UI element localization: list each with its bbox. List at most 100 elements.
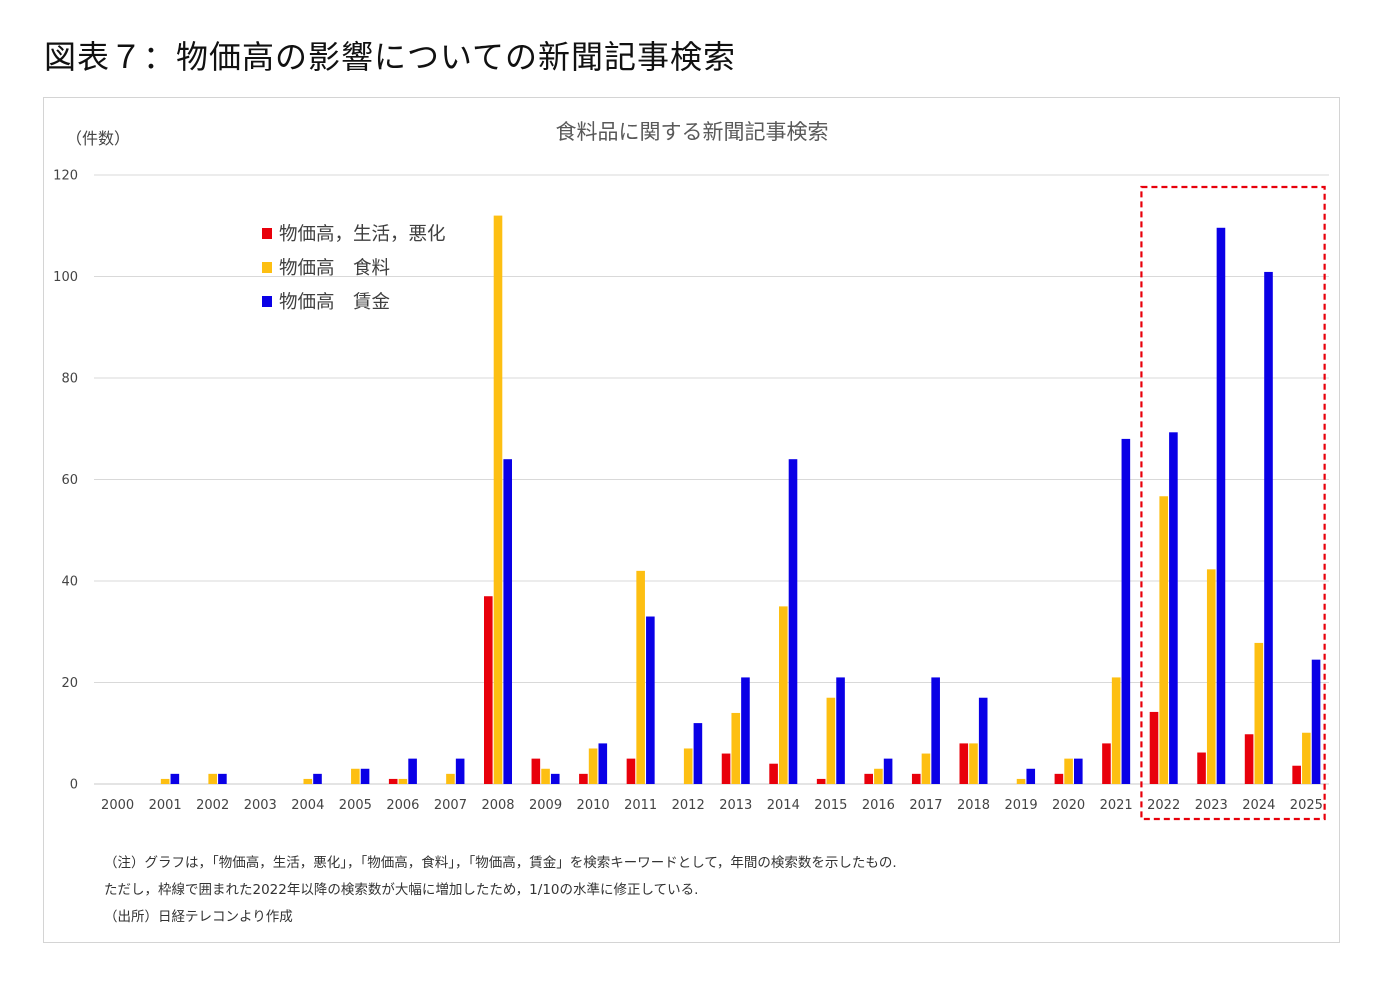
bar-yellow (351, 768, 360, 784)
x-tick-label: 2018 (957, 798, 990, 813)
bar-blue (455, 758, 465, 785)
bar-blue (550, 773, 560, 784)
x-tick-label: 2006 (386, 798, 419, 813)
bar-yellow (636, 570, 645, 784)
x-tick-label: 2016 (862, 798, 895, 813)
legend-swatch (262, 228, 272, 239)
bar-yellow (779, 606, 788, 785)
x-tick-label: 2002 (196, 798, 229, 813)
bar-red (579, 773, 588, 784)
bar-yellow (1016, 778, 1026, 784)
y-tick-label: 40 (61, 575, 78, 590)
bar-red (1149, 711, 1159, 784)
bar-yellow (493, 215, 503, 785)
x-tick-label: 2004 (291, 798, 324, 813)
legend-swatch (262, 296, 272, 307)
bar-yellow (874, 768, 883, 784)
bar-yellow (683, 748, 693, 784)
x-tick-label: 2000 (101, 798, 134, 813)
bar-yellow (446, 773, 455, 784)
bar-blue (931, 677, 940, 784)
bar-red (911, 773, 921, 784)
chart-title: 食料品に関する新聞記事検索 (556, 120, 829, 144)
bar-yellow (1159, 496, 1168, 784)
bar-blue (360, 768, 370, 784)
bar-blue (1216, 227, 1226, 784)
bar-yellow (826, 697, 836, 784)
y-tick-label: 80 (61, 372, 78, 387)
bar-red (721, 753, 731, 784)
bar-yellow (731, 712, 741, 784)
bar-red (1102, 743, 1111, 784)
y-tick-label: 100 (53, 270, 78, 285)
x-tick-label: 2025 (1290, 798, 1323, 813)
y-axis-label: （件数） (66, 129, 130, 148)
note-line: （注）グラフは，「物価高，生活，悪化」，「物価高，食料」，「物価高，賃金」を検索… (104, 855, 897, 871)
legend-label: 物価高 食料 (279, 258, 390, 279)
x-tick-label: 2003 (244, 798, 277, 813)
bar-yellow (921, 753, 931, 784)
bar-red (531, 758, 541, 785)
legend-label: 物価高，生活，悪化 (279, 224, 446, 245)
bar-blue (788, 459, 798, 784)
x-tick-label: 2005 (339, 798, 372, 813)
bar-blue (1311, 659, 1321, 784)
highlight-frame (1140, 185, 1326, 821)
legend-swatch (262, 262, 272, 273)
bar-blue (1264, 271, 1273, 784)
x-tick-label: 2024 (1242, 798, 1275, 813)
bar-blue (693, 723, 703, 784)
x-tick-label: 2009 (529, 798, 562, 813)
x-tick-label: 2021 (1100, 798, 1133, 813)
bar-blue (1026, 768, 1036, 784)
bar-yellow (969, 743, 978, 784)
x-tick-label: 2023 (1195, 798, 1228, 813)
bar-yellow (1111, 677, 1121, 784)
chart-container: 0 20 40 60 80 100 120 （件数） 食料品に関する新聞記事検索 2000 2001… (43, 97, 1340, 943)
y-tick-label: 20 (61, 676, 78, 691)
x-tick-label: 2022 (1147, 798, 1180, 813)
bar-yellow (303, 778, 313, 784)
bar-blue (646, 616, 655, 784)
legend-label: 物価高 賃金 (279, 292, 390, 313)
y-tick-label: 0 (70, 778, 78, 793)
x-tick-label: 2010 (577, 798, 610, 813)
bar-red (769, 763, 778, 784)
source-line: （出所）日経テレコンより作成 (104, 909, 293, 925)
x-tick-label: 2007 (434, 798, 467, 813)
bar-yellow (1254, 642, 1264, 784)
note-line: ただし，枠線で囲まれた2022年以降の検索数が大幅に増加したため，1/10の水準… (104, 882, 699, 898)
x-tick-label: 2015 (814, 798, 847, 813)
bar-red (816, 778, 826, 784)
bar-yellow (1206, 569, 1216, 784)
bar-red (1054, 773, 1064, 784)
bar-blue (1121, 438, 1131, 784)
bar-red (626, 758, 636, 785)
bar-blue (598, 743, 608, 784)
bar-chart: 0 20 40 60 80 100 120 （件数） 食料品に関する新聞記事検索 2000 2001… (53, 120, 1329, 821)
y-tick-label: 120 (53, 169, 78, 184)
x-tick-label: 2001 (149, 798, 182, 813)
bar-red (1197, 752, 1206, 784)
bar-red (1292, 765, 1301, 784)
bar-yellow (160, 778, 170, 784)
x-tick-label: 2013 (719, 798, 752, 813)
x-tick-label: 2014 (767, 798, 800, 813)
bar-blue (313, 773, 322, 784)
bar-blue (836, 677, 845, 784)
x-tick-label: 2020 (1052, 798, 1085, 813)
chart-notes: （注）グラフは，「物価高，生活，悪化」，「物価高，食料」，「物価高，賃金」を検索… (104, 850, 897, 931)
figure-title: 図表７：物価高の影響についての新聞記事検索 (44, 38, 737, 76)
bar-yellow (541, 768, 550, 784)
bar-blue (408, 758, 417, 785)
x-tick-label: 2019 (1005, 798, 1038, 813)
x-tick-label: 2017 (909, 798, 942, 813)
bar-red (864, 773, 873, 784)
bar-blue (978, 697, 988, 784)
bar-blue (170, 773, 180, 784)
bar-blue (218, 773, 227, 784)
x-tick-label: 2011 (624, 798, 657, 813)
y-tick-label: 60 (61, 473, 78, 488)
bar-red (1244, 734, 1254, 784)
bar-red (484, 596, 493, 784)
